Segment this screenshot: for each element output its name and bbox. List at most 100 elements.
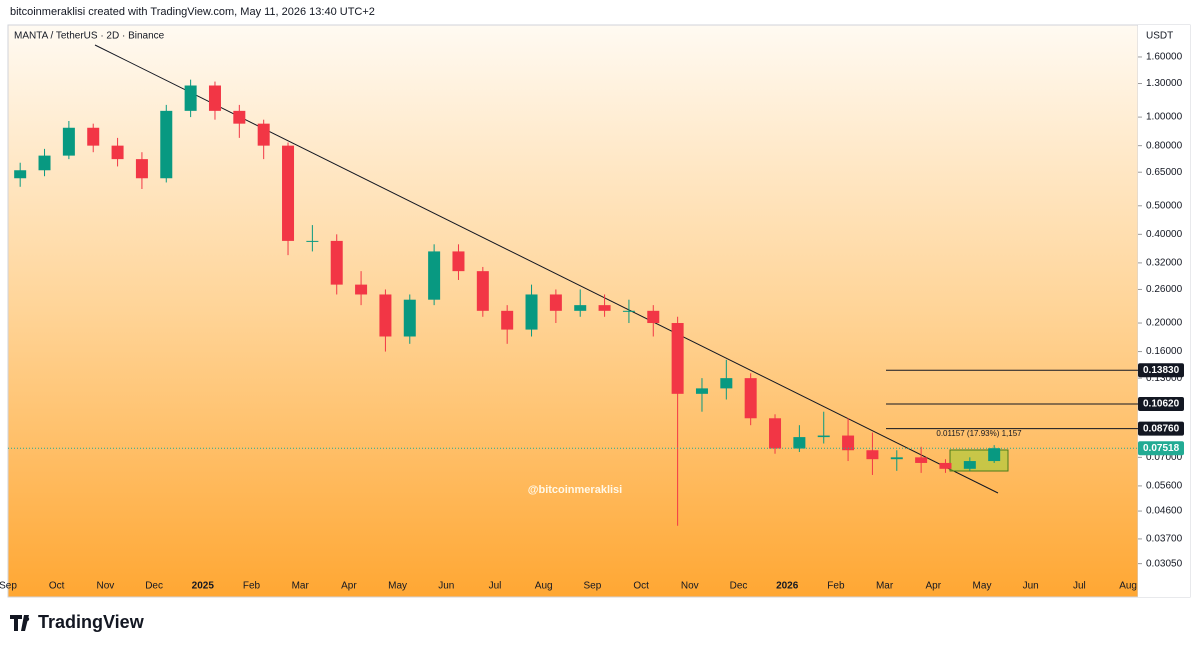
x-tick-label: Dec [730, 581, 748, 592]
measure-label: 0.01157 (17.93%) 1,157 [936, 429, 1022, 438]
watermark: @bitcoinmeraklisi [528, 484, 622, 496]
symbol-title: MANTA / TetherUS · 2D · Binance [14, 31, 165, 42]
last-price-tag [1138, 441, 1184, 456]
candle-body [428, 251, 441, 300]
x-tick-label: Mar [292, 581, 310, 592]
y-tick-label: 0.40000 [1146, 229, 1183, 240]
y-tick-label: 0.20000 [1146, 318, 1183, 329]
price-tag-label: 0.13830 [1143, 365, 1180, 376]
candle-body [330, 240, 343, 285]
candle-body [842, 435, 855, 451]
candle-body [14, 170, 27, 179]
candle-body [184, 85, 197, 111]
price-tag-label: 0.10620 [1143, 399, 1180, 410]
candle-body [647, 310, 660, 324]
y-tick-label: 0.26000 [1146, 284, 1183, 295]
x-tick-label: 2026 [776, 581, 799, 592]
y-tick-label: 0.32000 [1146, 258, 1183, 269]
candle-body [501, 310, 514, 330]
x-tick-label: 2025 [192, 581, 215, 592]
price-tag [1138, 363, 1184, 378]
x-tick-label: Sep [584, 581, 602, 592]
y-tick-label: 1.30000 [1146, 78, 1183, 89]
brand: TradingView [38, 612, 145, 632]
candle-body [671, 323, 684, 394]
price-tag [1138, 397, 1184, 412]
y-tick-label: 1.00000 [1146, 112, 1183, 123]
x-tick-label: Dec [145, 581, 163, 592]
candle-body [476, 271, 489, 311]
candle-body [988, 448, 1001, 462]
x-tick-label: Jun [1023, 581, 1039, 592]
x-tick-label: Feb [243, 581, 261, 592]
candle-body [769, 418, 782, 449]
candle-body [549, 294, 562, 311]
candle-body [355, 284, 368, 295]
x-tick-label: Aug [535, 581, 553, 592]
trendline [94, 44, 999, 494]
x-tick-label: Aug [1119, 581, 1137, 592]
candle-body [817, 435, 830, 438]
currency: USDT [1146, 31, 1173, 42]
price-tag-label: 0.08760 [1143, 423, 1180, 434]
candle-body [695, 388, 708, 394]
y-tick-label: 0.03050 [1146, 558, 1183, 569]
x-tick-label: Oct [49, 581, 65, 592]
candle-body [963, 461, 976, 469]
candle-body [160, 110, 173, 179]
y-tick-label: 0.07000 [1146, 452, 1183, 463]
y-tick-label: 0.16000 [1146, 346, 1183, 357]
candle-body [720, 378, 733, 389]
candle-body [622, 310, 635, 312]
x-tick-label: Apr [926, 581, 942, 592]
candle-body [306, 240, 319, 242]
y-tick-label: 0.65000 [1146, 167, 1183, 178]
y-tick-label: 0.13000 [1146, 373, 1183, 384]
footer-logo: TradingView [10, 612, 145, 632]
candle-body [257, 123, 270, 146]
x-tick-label: May [388, 581, 407, 592]
y-tick-label: 1.60000 [1146, 52, 1183, 63]
candle-body [111, 145, 124, 160]
x-tick-label: May [973, 581, 992, 592]
y-tick-label: 0.50000 [1146, 200, 1183, 211]
y-tick-label: 0.04600 [1146, 506, 1183, 517]
x-tick-label: Feb [827, 581, 845, 592]
candle-body [87, 127, 100, 146]
chart-pane [7, 24, 1191, 598]
x-axis: Sep Oct Nov Dec 2025 Feb Mar Apr May Jun Jul Aug Sep… [0, 581, 1137, 592]
candle-body [233, 110, 246, 124]
x-tick-label: Jun [438, 581, 454, 592]
candle-body [452, 251, 465, 272]
candle-body [62, 127, 75, 156]
candle-body [135, 159, 148, 179]
x-tick-label: Nov [97, 581, 115, 592]
candle-body [915, 457, 928, 463]
x-tick-label: Sep [0, 581, 17, 592]
credit: bitcoinmeraklisi created with TradingVie… [10, 6, 375, 18]
x-tick-label: Oct [633, 581, 649, 592]
candle-body [403, 299, 416, 337]
candle-body [574, 305, 587, 311]
y-axis: 1.60000 1.30000 1.00000 0.80000 0.65000 0.500… [1138, 52, 1183, 569]
plot: 0.01157 (17.93%) 1,157 [8, 44, 1138, 526]
x-tick-label: Jul [1073, 581, 1086, 592]
candle-body [866, 450, 879, 460]
candle-body [744, 378, 757, 419]
candle-body [793, 437, 806, 449]
candle-body [598, 305, 611, 311]
x-tick-label: Mar [876, 581, 894, 592]
candle-body [38, 155, 51, 171]
x-tick-label: Jul [489, 581, 502, 592]
x-tick-label: Nov [681, 581, 699, 592]
candle-body [939, 462, 952, 469]
price-tag [1138, 421, 1184, 436]
y-tick-label: 0.03700 [1146, 534, 1183, 545]
x-tick-label: Apr [341, 581, 357, 592]
y-tick-label: 0.05600 [1146, 481, 1183, 492]
candle-body [525, 294, 538, 330]
y-tick-label: 0.80000 [1146, 140, 1183, 151]
candle-body [208, 85, 221, 111]
candle-body [379, 294, 392, 337]
